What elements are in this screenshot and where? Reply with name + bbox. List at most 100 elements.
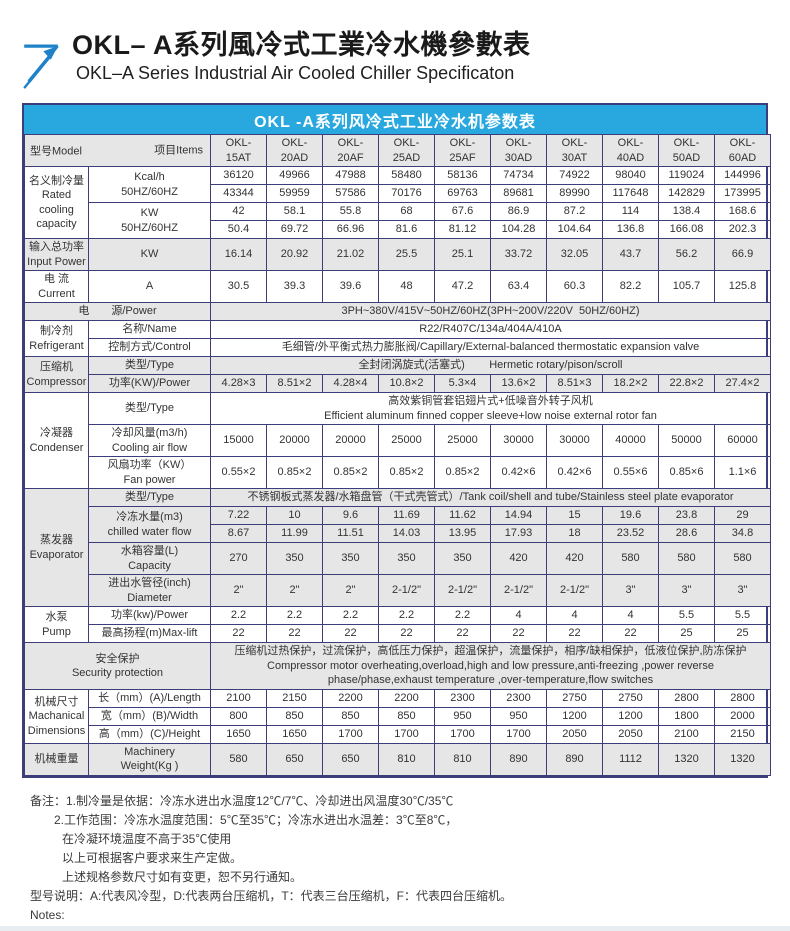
value-cell: 11.99	[266, 524, 323, 544]
section-label: 蒸发器 Evaporator	[24, 488, 89, 608]
item-label: 类型/Type	[88, 356, 211, 376]
value-cell: 60.3	[546, 270, 603, 304]
value-cell: 2"	[210, 574, 267, 608]
value-cell: 119024	[658, 166, 715, 186]
value-cell: 22	[434, 624, 491, 644]
value-cell: 2"	[266, 574, 323, 608]
value-cell: 0.42×6	[490, 456, 547, 490]
value-cell: 30000	[546, 424, 603, 458]
section-label: 水泵 Pump	[24, 606, 89, 644]
value-cell: 69.72	[266, 220, 323, 240]
value-cell: 650	[266, 742, 323, 776]
value-cell: 2050	[546, 724, 603, 744]
value-cell: 9.6	[322, 506, 379, 526]
value-cell: 420	[546, 542, 603, 576]
value-cell: 58480	[378, 166, 435, 186]
value-cell: 0.85×2	[378, 456, 435, 490]
value-cell: 89990	[546, 184, 603, 204]
value-cell: 21.02	[322, 238, 379, 272]
value-cell: 1650	[266, 724, 323, 744]
note-line: 以上可根据客户要求来生产定做。	[62, 850, 243, 865]
value-cell: 25000	[434, 424, 491, 458]
page-title: OKL– A系列風冷式工業冷水機參數表	[72, 30, 531, 60]
value-cell: 104.64	[546, 220, 603, 240]
value-cell: 1700	[378, 724, 435, 744]
value-cell: 270	[210, 542, 267, 576]
item-label: 功率(KW)/Power	[88, 374, 211, 394]
value-cell: 2-1/2"	[490, 574, 547, 608]
item-label: KW	[88, 238, 211, 272]
value-cell: 138.4	[658, 202, 715, 222]
value-cell: 66.9	[714, 238, 771, 272]
model-header: OKL- 30AD	[490, 133, 547, 168]
table-row: KW 50HZ/60HZ 42 58.1 55.8 68 67.6 86.9 87.2 114 1…	[25, 202, 771, 240]
value-cell: 1200	[546, 706, 603, 726]
value-cell: 2.2	[434, 606, 491, 626]
value-cell: 81.12	[434, 220, 491, 240]
item-label: 风扇功率（KW） Fan power	[88, 456, 211, 490]
value-cell: 58136	[434, 166, 491, 186]
value-cell: 7.22	[210, 506, 267, 526]
table-row: 制冷剂 Refrigerant 名称/Name R22/R407C/134a/404…	[24, 320, 771, 358]
value-cell: 87.2	[546, 202, 603, 222]
value-cell: 0.42×6	[546, 456, 603, 490]
value-cell: 125.8	[714, 270, 771, 304]
value-cell: 8.67	[210, 524, 267, 544]
table-row: 50.4 69.72 66.96 81.6 81.12 104.28 104.64 136.8…	[25, 220, 771, 240]
table-row: 机械重量 Machinery Weight(Kg ) 580 650 650 810 810…	[24, 742, 771, 776]
value-span: 压缩机过热保护，过流保护，高低压力保护，超温保护，流量保护，相序/缺相保护，低液…	[210, 642, 771, 690]
value-cell: 66.96	[322, 220, 379, 240]
value-cell: 3"	[714, 574, 771, 608]
item-label: Kcal/h 50HZ/60HZ	[88, 166, 211, 204]
value-span: 毛细管/外平衡式热力膨胀阀/Capillary/External-balance…	[210, 338, 771, 358]
spec-table: 型号Model 项目Items OKL- 15AT OKL- 20AD OKL- 20A…	[24, 133, 771, 776]
value-cell: 8.51×3	[546, 374, 603, 394]
value-cell: 2200	[378, 688, 435, 708]
value-span: 3PH~380V/415V~50HZ/60HZ(3PH~200V/220V 50…	[210, 302, 771, 322]
value-cell: 950	[434, 706, 491, 726]
value-cell: 168.6	[714, 202, 771, 222]
model-header: OKL- 30AT	[546, 133, 603, 168]
value-cell: 350	[322, 542, 379, 576]
table-row: 进出水管径(inch) Diameter 2" 2" 2" 2-1/2" 2-1/2" 2-…	[25, 574, 771, 608]
table-row: 控制方式/Control 毛细管/外平衡式热力膨胀阀/Capillary/Exte…	[25, 338, 771, 358]
value-cell: 49966	[266, 166, 323, 186]
value-cell: 2.2	[266, 606, 323, 626]
value-cell: 580	[210, 742, 267, 776]
model-header: OKL- 25AF	[434, 133, 491, 168]
item-label: Machinery Weight(Kg )	[88, 742, 211, 776]
table-row: 风扇功率（KW） Fan power 0.55×2 0.85×2 0.85×2 0.85…	[25, 456, 771, 490]
item-label: 宽（mm）(B)/Width	[88, 706, 211, 726]
section-label: 电 流 Current	[24, 270, 89, 304]
value-cell: 82.2	[602, 270, 659, 304]
value-cell: 1800	[658, 706, 715, 726]
value-cell: 0.85×2	[434, 456, 491, 490]
value-cell: 25.5	[378, 238, 435, 272]
value-cell: 13.95	[434, 524, 491, 544]
value-cell: 56.2	[658, 238, 715, 272]
value-cell: 890	[546, 742, 603, 776]
value-cell: 104.28	[490, 220, 547, 240]
value-cell: 60000	[714, 424, 771, 458]
value-cell: 800	[210, 706, 267, 726]
value-cell: 1650	[210, 724, 267, 744]
table-row: 输入总功率 Input Power KW 16.14 20.92 21.02 25.5 25…	[24, 238, 771, 272]
model-header: OKL- 15AT	[210, 133, 267, 168]
table-row: 最高扬程(m)Max-lift 22 22 22 22 22 22 22 22 25 25	[25, 624, 771, 644]
note-line: 2.工作范围：冷冻水温度范围：5℃至35℃；冷冻水进出水温差：3℃至8℃，	[54, 812, 458, 827]
note-line: 在冷凝环境温度不高于35℃使用	[62, 831, 232, 846]
value-cell: 1.1×6	[714, 456, 771, 490]
value-cell: 0.55×2	[210, 456, 267, 490]
value-span: 全封闭涡旋式(活塞式) Hermetic rotary/pison/scroll	[210, 356, 771, 376]
item-label: 类型/Type	[88, 488, 211, 508]
value-cell: 50.4	[210, 220, 267, 240]
table-row: 压缩机 Compressor 类型/Type 全封闭涡旋式(活塞式) Hermeti…	[24, 356, 771, 394]
table-row: 电 源/Power 3PH~380V/415V~50HZ/60HZ(3PH~200…	[24, 302, 771, 322]
value-cell: 4.28×4	[322, 374, 379, 394]
value-cell: 4	[490, 606, 547, 626]
note-line: 型号说明：A:代表风冷型，D:代表两台压缩机，T：代表三台压缩机，F：代表四台压…	[30, 888, 513, 903]
value-cell: 350	[266, 542, 323, 576]
value-cell: 74734	[490, 166, 547, 186]
value-cell: 142829	[658, 184, 715, 204]
